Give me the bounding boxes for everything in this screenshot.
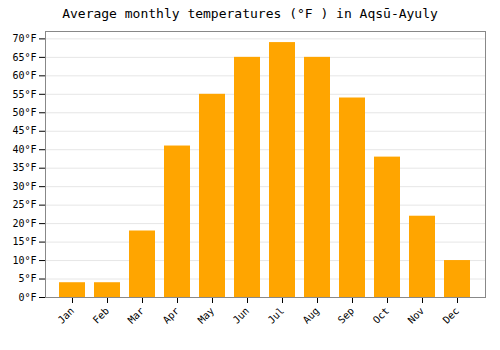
svg-text:20°F: 20°F: [12, 218, 36, 229]
svg-text:25°F: 25°F: [12, 199, 36, 210]
svg-text:Dec: Dec: [441, 305, 462, 326]
svg-text:40°F: 40°F: [12, 144, 36, 155]
svg-text:30°F: 30°F: [12, 181, 36, 192]
svg-text:May: May: [196, 305, 217, 326]
svg-text:Jun: Jun: [231, 305, 252, 326]
svg-text:Aug: Aug: [301, 305, 322, 326]
html-text:Average monthly temperatures (: Average monthly temperatures (°F ) in Aq…: [62, 6, 438, 21]
svg-text:45°F: 45°F: [12, 125, 36, 136]
svg-text:Sep: Sep: [336, 305, 357, 326]
svg-text:15°F: 15°F: [12, 236, 36, 247]
svg-text:35°F: 35°F: [12, 162, 36, 173]
svg-text:60°F: 60°F: [12, 70, 36, 81]
svg-text:Oct: Oct: [371, 305, 392, 326]
svg-text:0°F: 0°F: [18, 292, 36, 303]
svg-text:70°F: 70°F: [12, 33, 36, 44]
svg-text:10°F: 10°F: [12, 255, 36, 266]
svg-text:65°F: 65°F: [12, 52, 36, 63]
svg-text:Nov: Nov: [406, 305, 427, 326]
svg-text:Mar: Mar: [126, 305, 147, 326]
svg-text:50°F: 50°F: [12, 107, 36, 118]
svg-text:Apr: Apr: [161, 305, 182, 326]
svg-text:5°F: 5°F: [18, 273, 36, 284]
svg-text:Jul: Jul: [266, 305, 287, 326]
svg-text:Jan: Jan: [56, 305, 77, 326]
svg-text:Feb: Feb: [91, 305, 112, 326]
svg-text:55°F: 55°F: [12, 89, 36, 100]
